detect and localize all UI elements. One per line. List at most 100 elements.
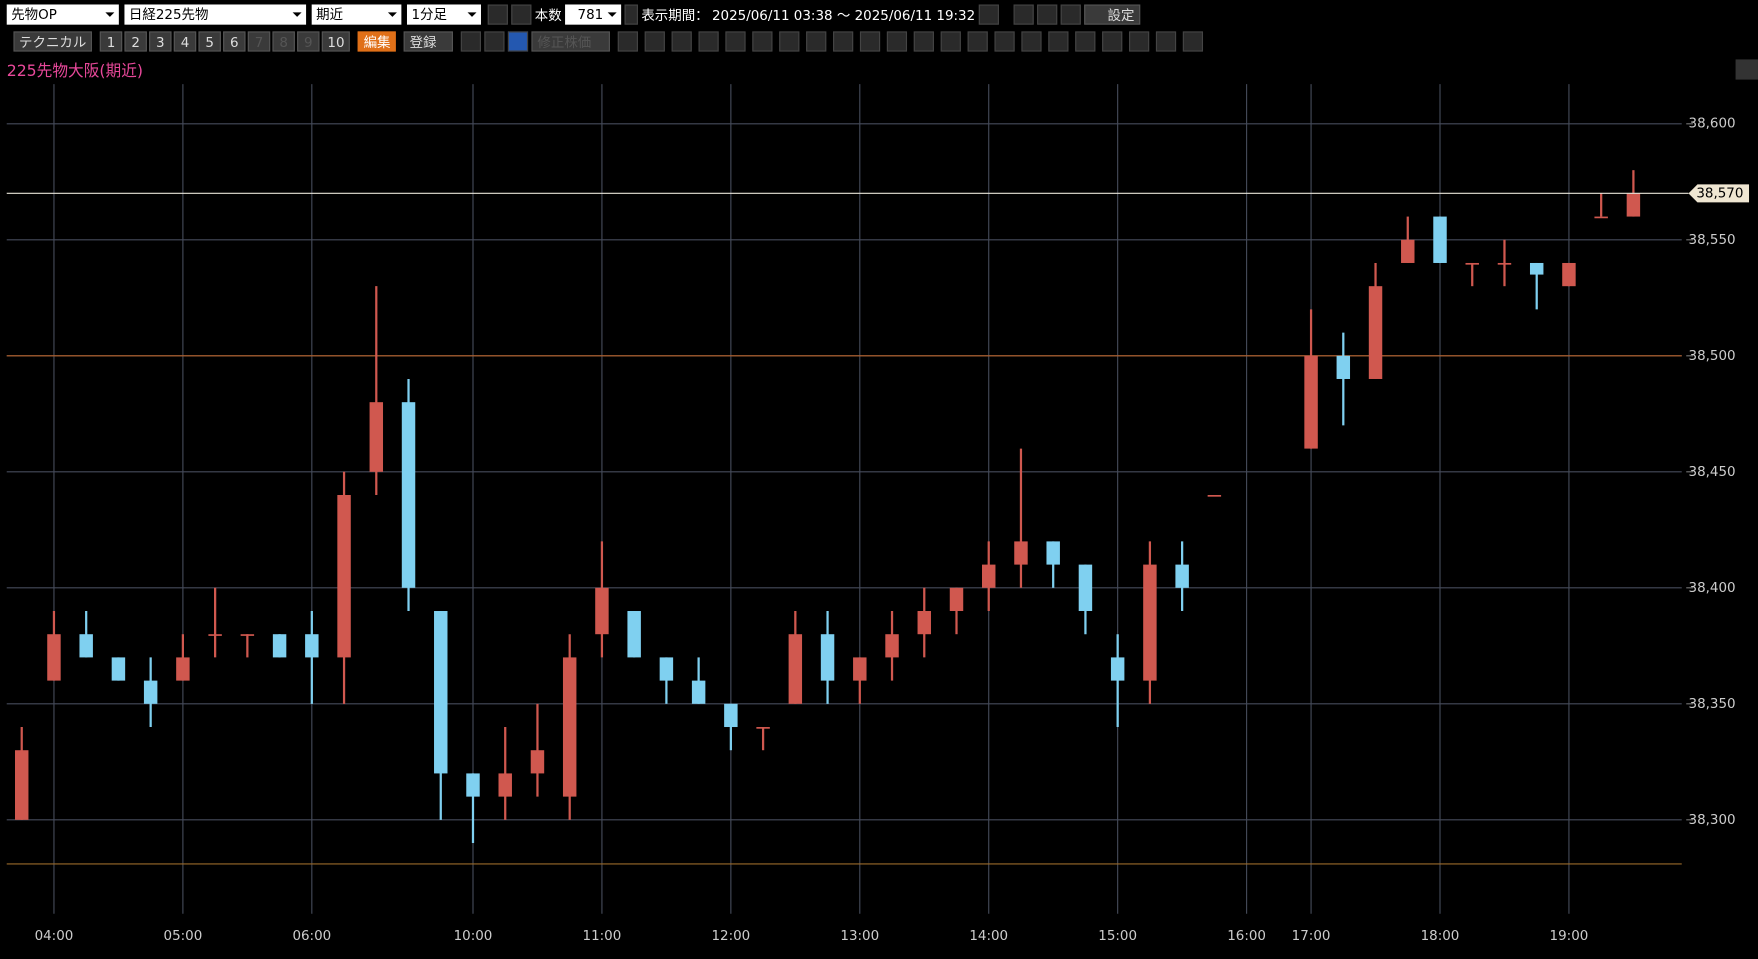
candle-body: [369, 402, 384, 472]
candle-body: [1304, 355, 1318, 449]
drawing-tool[interactable]: [1183, 31, 1204, 52]
candle-body: [659, 657, 674, 681]
candle-body: [820, 634, 835, 681]
export-button[interactable]: [1060, 4, 1081, 25]
drawing-tool[interactable]: [1048, 31, 1069, 52]
drawing-tool[interactable]: [887, 31, 908, 52]
candle-body: [337, 494, 351, 658]
candle-body: [1336, 355, 1351, 379]
candle-body: [143, 680, 158, 704]
candle-body: [1143, 564, 1157, 681]
interval-select[interactable]: 1分足: [406, 4, 481, 25]
drawing-tool[interactable]: [1021, 31, 1042, 52]
candle-body: [1497, 262, 1512, 265]
candle-body: [1175, 564, 1189, 588]
drawing-tool[interactable]: [618, 31, 639, 52]
preset-button[interactable]: 10: [321, 31, 351, 52]
drawing-tool[interactable]: [752, 31, 773, 52]
preset-button[interactable]: 4: [173, 31, 197, 52]
toolbar-top: 先物OP 日経225先物 期近 1分足 本数 781 表示期間： 2025/06…: [6, 3, 1141, 25]
candle-body: [466, 773, 480, 797]
contract-select[interactable]: 期近: [311, 4, 402, 25]
settings-button[interactable]: 設定: [1083, 4, 1141, 25]
collapse-button[interactable]: [1735, 59, 1758, 80]
candle-body: [111, 657, 126, 681]
drawing-tool[interactable]: [860, 31, 881, 52]
print-button[interactable]: [1036, 4, 1058, 25]
candle-body: [1433, 216, 1447, 263]
drawing-tool[interactable]: [671, 31, 693, 52]
x-tick-label: 13:00: [840, 929, 879, 944]
preset-button[interactable]: 3: [149, 31, 172, 52]
register-button[interactable]: 登録: [403, 31, 454, 52]
candle-body: [724, 703, 738, 728]
bars-input[interactable]: 781: [565, 4, 622, 25]
prev-button[interactable]: [487, 4, 508, 25]
candle-body: [434, 611, 448, 774]
x-tick-label: 17:00: [1292, 929, 1331, 944]
candle-body: [1401, 239, 1415, 263]
drawing-tool[interactable]: [941, 31, 962, 52]
x-tick-label: 10:00: [454, 929, 493, 944]
adjusted-select[interactable]: 修正株価: [531, 31, 611, 52]
preset-button[interactable]: 2: [124, 31, 147, 52]
x-tick-label: 05:00: [164, 929, 203, 944]
candle-body: [1368, 286, 1383, 379]
zoom-out[interactable]: [484, 31, 505, 52]
preset-button[interactable]: 8: [272, 31, 295, 52]
drawing-tool[interactable]: [994, 31, 1016, 52]
candle-body: [14, 750, 29, 820]
candle-body: [272, 634, 287, 658]
edit-button[interactable]: 編集: [357, 31, 397, 52]
drawing-tool[interactable]: [645, 31, 666, 52]
preset-button[interactable]: 5: [198, 31, 221, 52]
y-tick-label: 38,550: [1689, 233, 1736, 248]
market-select[interactable]: 先物OP: [6, 4, 119, 25]
candle-body: [562, 657, 577, 797]
drawing-tool[interactable]: [725, 31, 746, 52]
drawing-tool[interactable]: [914, 31, 935, 52]
candle-body: [530, 750, 545, 774]
candle-body: [1046, 541, 1060, 565]
next-button[interactable]: [511, 4, 532, 25]
drawing-tool[interactable]: [1129, 31, 1150, 52]
y-tick-label: 38,500: [1689, 349, 1736, 364]
drawing-tool[interactable]: [806, 31, 827, 52]
y-tick-label: 38,300: [1689, 813, 1736, 828]
candle-body: [917, 611, 931, 635]
preset-button[interactable]: 1: [99, 31, 123, 52]
candle-body: [1078, 564, 1093, 612]
technical-button[interactable]: テクニカル: [13, 31, 92, 52]
drawing-tool[interactable]: [1102, 31, 1123, 52]
y-tick-label: 38,450: [1689, 465, 1736, 480]
x-tick-label: 18:00: [1421, 929, 1460, 944]
candle-body: [595, 587, 609, 635]
period: 2025/06/11 03:38 ～ 2025/06/11 19:32: [711, 7, 976, 23]
chart-title: 225先物大阪(期近): [7, 61, 143, 80]
drawing-tool[interactable]: [967, 31, 989, 52]
zoom-in[interactable]: [461, 31, 482, 52]
drawing-tool[interactable]: [1075, 31, 1096, 52]
x-tick-label: 11:00: [583, 929, 622, 944]
drawing-tools: [618, 31, 1204, 52]
presets: 1 2 3 4 5 6 7 8 9 10: [99, 31, 351, 52]
drawing-tool[interactable]: [1156, 31, 1177, 52]
candle-body: [1594, 216, 1608, 219]
drawing-tool[interactable]: [779, 31, 800, 52]
crosshair[interactable]: [508, 31, 529, 52]
drawing-tool[interactable]: [698, 31, 720, 52]
drawing-tool[interactable]: [833, 31, 854, 52]
bars-spin[interactable]: [624, 4, 638, 25]
reset-button[interactable]: [978, 4, 999, 25]
preset-button[interactable]: 6: [223, 31, 246, 52]
candle-body: [788, 634, 803, 704]
candle-body: [691, 680, 706, 704]
symbol-select[interactable]: 日経225先物: [124, 4, 307, 25]
x-tick-label: 15:00: [1098, 929, 1137, 944]
chart-button[interactable]: [1013, 4, 1034, 25]
preset-button[interactable]: 9: [297, 31, 320, 52]
x-tick-label: 06:00: [292, 929, 331, 944]
preset-button[interactable]: 7: [247, 31, 271, 52]
